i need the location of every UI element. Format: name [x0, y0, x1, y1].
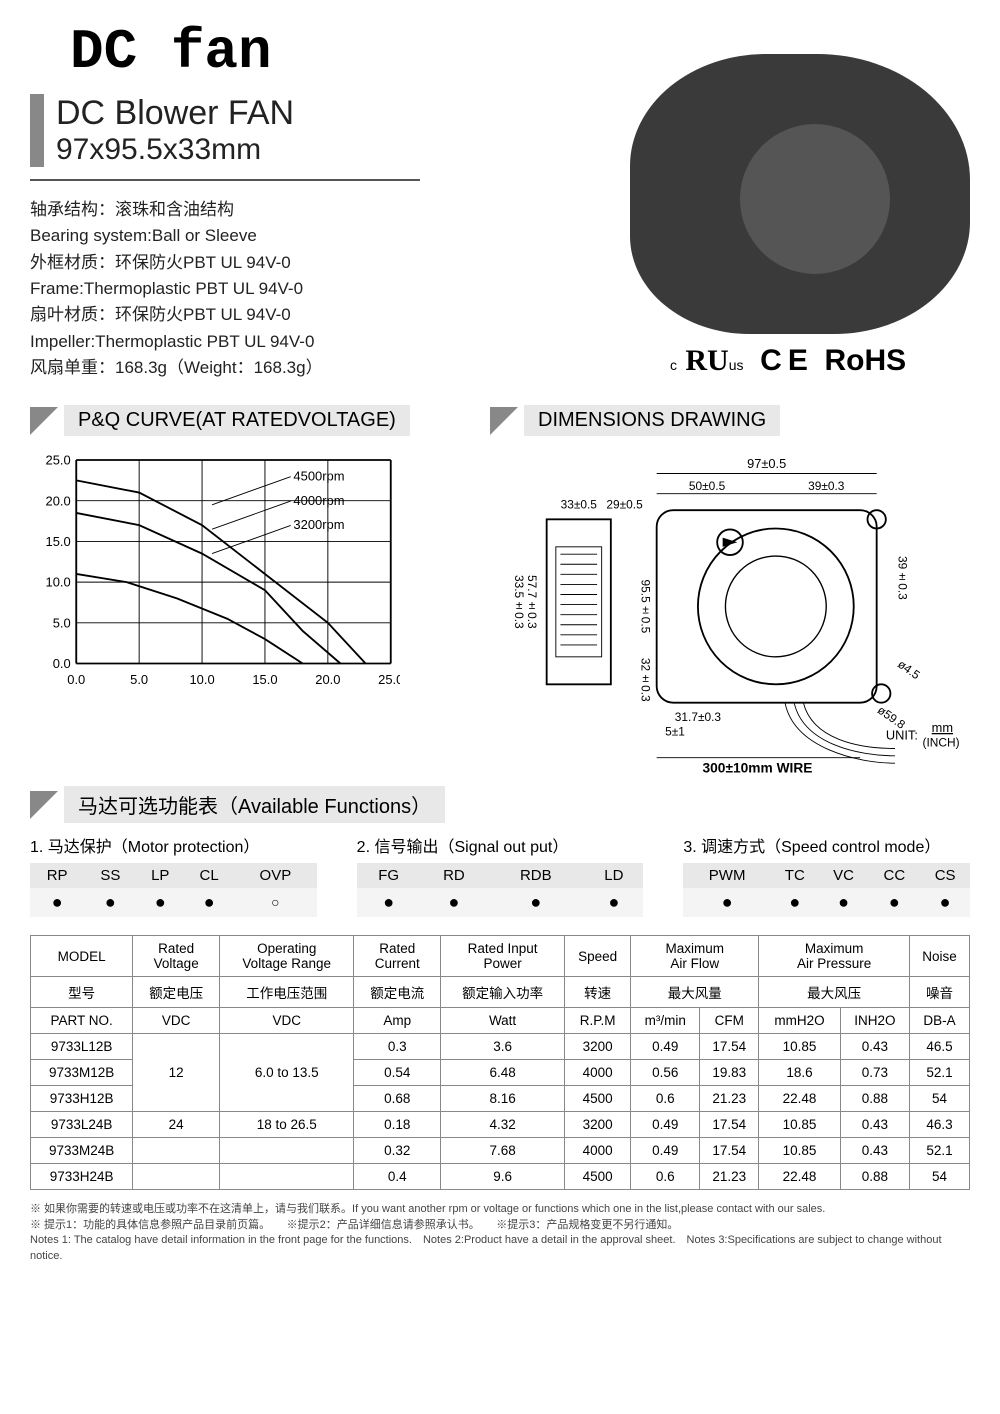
svg-text:ø4.5: ø4.5	[895, 657, 923, 682]
section-triangle-icon	[30, 791, 58, 819]
spec-line: 扇叶材质：环保防火PBT UL 94V-0	[30, 302, 630, 328]
svg-text:0.0: 0.0	[67, 672, 85, 687]
function-group: 1. 马达保护（Motor protection）RPSSLPCLOVP●●●●…	[30, 833, 317, 917]
section-triangle-icon	[490, 407, 518, 435]
svg-text:39±0.3: 39±0.3	[895, 556, 909, 600]
svg-text:UNIT:: UNIT:	[886, 728, 918, 743]
svg-text:20.0: 20.0	[315, 672, 340, 687]
section-pq-label: P&Q CURVE(AT RATEDVOLTAGE)	[64, 405, 410, 436]
svg-text:50±0.5: 50±0.5	[689, 479, 726, 493]
svg-text:25.0: 25.0	[378, 672, 400, 687]
svg-text:31.7±0.3: 31.7±0.3	[675, 710, 722, 724]
svg-text:3200rpm: 3200rpm	[293, 518, 344, 533]
title-dim: 97x95.5x33mm	[56, 133, 630, 167]
section-dim-label: DIMENSIONS DRAWING	[524, 405, 780, 436]
dimensions-drawing: 97±0.5 50±0.5 39±0.3 39±0.3 33±0.5 29±0.5 57.7…	[490, 446, 970, 776]
spec-lines: 轴承结构：滚珠和含油结构Bearing system:Ball or Sleev…	[30, 197, 630, 381]
function-groups: 1. 马达保护（Motor protection）RPSSLPCLOVP●●●●…	[30, 833, 970, 917]
svg-text:(INCH): (INCH)	[923, 736, 960, 750]
function-group-title: 2. 信号输出（Signal out put）	[357, 833, 644, 857]
section-triangle-icon	[30, 407, 58, 435]
spec-line: 外框材质：环保防火PBT UL 94V-0	[30, 250, 630, 276]
svg-text:33±0.5: 33±0.5	[561, 498, 598, 512]
spec-line: Impeller:Thermoplastic PBT UL 94V-0	[30, 329, 630, 355]
title-main: DC Blower FAN	[56, 94, 630, 133]
svg-text:5.0: 5.0	[53, 616, 71, 631]
svg-text:33.5±0.3: 33.5±0.3	[512, 575, 526, 629]
spec-table: MODELRatedVoltageOperatingVoltage RangeR…	[30, 935, 970, 1190]
svg-text:57.7±0.3: 57.7±0.3	[525, 575, 539, 629]
section-func-label: 马达可选功能表（Available Functions）	[64, 786, 445, 823]
spec-line: Bearing system:Ball or Sleeve	[30, 223, 630, 249]
svg-text:0.0: 0.0	[53, 657, 71, 672]
svg-text:4500rpm: 4500rpm	[293, 469, 344, 484]
svg-text:mm: mm	[932, 720, 953, 735]
svg-text:20.0: 20.0	[46, 494, 71, 509]
svg-text:10.0: 10.0	[189, 672, 214, 687]
svg-text:300±10mm WIRE: 300±10mm WIRE	[703, 761, 813, 776]
svg-text:95.5±0.5: 95.5±0.5	[639, 580, 653, 634]
pq-chart: 0.0 5.0 10.0 15.0 20.0 25.0 0.0 5.0 10.0 15.0 20.0…	[30, 446, 400, 696]
svg-text:10.0: 10.0	[46, 575, 71, 590]
spec-line: Frame:Thermoplastic PBT UL 94V-0	[30, 276, 630, 302]
title-underline	[30, 179, 420, 181]
svg-text:15.0: 15.0	[46, 534, 71, 549]
product-image	[630, 54, 970, 334]
function-group-title: 1. 马达保护（Motor protection）	[30, 833, 317, 857]
svg-text:25.0: 25.0	[46, 453, 71, 468]
function-group-title: 3. 调速方式（Speed control mode）	[683, 833, 970, 857]
svg-text:5±1: 5±1	[665, 725, 685, 739]
svg-text:39±0.3: 39±0.3	[808, 479, 845, 493]
footnotes: ※ 如果你需要的转速或电压或功率不在这清单上，请与我们联系。If you wan…	[30, 1202, 970, 1264]
svg-text:32±0.3: 32±0.3	[639, 658, 653, 702]
certifications: c RUus C E RoHS	[630, 344, 970, 378]
title-block: DC Blower FAN 97x95.5x33mm	[30, 94, 630, 167]
function-group: 2. 信号输出（Signal out put）FGRDRDBLD●●●●	[357, 833, 644, 917]
svg-text:5.0: 5.0	[130, 672, 148, 687]
svg-text:4000rpm: 4000rpm	[293, 493, 344, 508]
spec-line: 风扇单重：168.3g（Weight：168.3g）	[30, 355, 630, 381]
svg-text:97±0.5: 97±0.5	[747, 456, 786, 471]
function-group: 3. 调速方式（Speed control mode）PWMTCVCCCCS●●…	[683, 833, 970, 917]
spec-line: 轴承结构：滚珠和含油结构	[30, 197, 630, 223]
svg-text:15.0: 15.0	[252, 672, 277, 687]
svg-text:29±0.5: 29±0.5	[606, 498, 643, 512]
